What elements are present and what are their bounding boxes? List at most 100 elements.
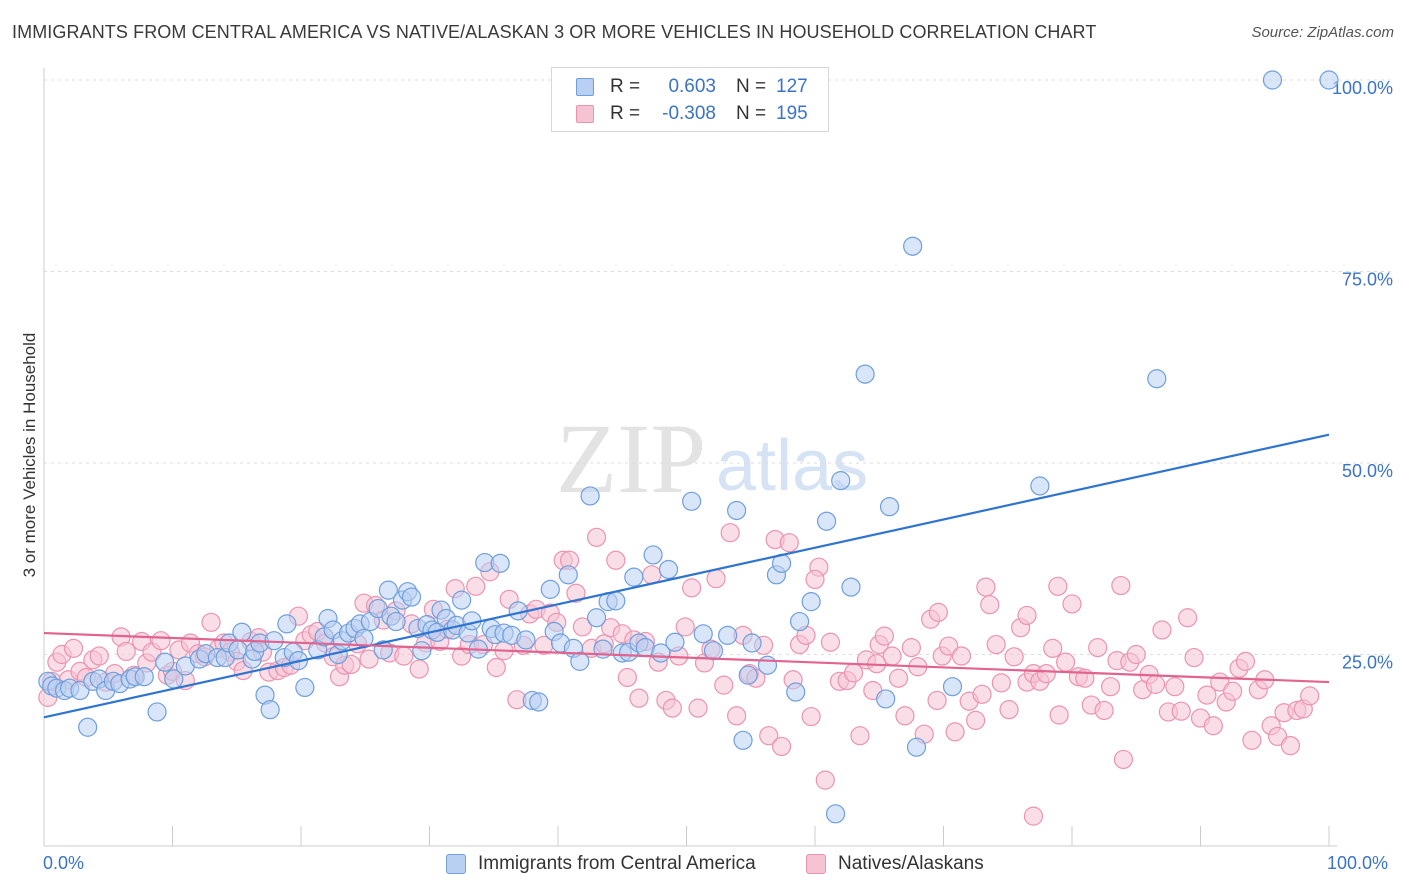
data-point-immigrants bbox=[277, 614, 297, 634]
data-point-natives bbox=[662, 698, 682, 718]
data-point-natives bbox=[727, 706, 747, 726]
data-point-natives bbox=[675, 617, 695, 637]
data-point-immigrants bbox=[606, 591, 626, 611]
data-point-natives bbox=[1300, 686, 1320, 706]
watermark: ZIP atlas bbox=[556, 403, 868, 514]
data-point-natives bbox=[945, 722, 965, 742]
data-point-natives bbox=[1049, 705, 1069, 725]
data-point-immigrants bbox=[693, 624, 713, 644]
data-point-natives bbox=[1113, 749, 1134, 770]
data-point-natives bbox=[999, 700, 1019, 720]
data-point-immigrants bbox=[757, 655, 778, 675]
chart-title: IMMIGRANTS FROM CENTRAL AMERICA VS NATIV… bbox=[12, 22, 1097, 42]
data-point-natives bbox=[1023, 806, 1044, 826]
data-point-immigrants bbox=[452, 590, 472, 610]
trendlines bbox=[43, 433, 1330, 719]
data-point-natives bbox=[1062, 594, 1082, 614]
data-point-natives bbox=[1111, 575, 1131, 596]
data-point-natives bbox=[89, 646, 109, 666]
data-point-natives bbox=[486, 657, 506, 678]
data-point-natives bbox=[1100, 677, 1121, 697]
data-point-natives bbox=[1165, 677, 1185, 697]
data-point-immigrants bbox=[147, 702, 167, 722]
data-point-natives bbox=[1178, 608, 1198, 628]
data-point-immigrants bbox=[665, 632, 685, 652]
y-tick-label: 50.0% bbox=[1342, 461, 1393, 481]
legend-r-label: R = bbox=[610, 76, 641, 97]
data-point-natives bbox=[1094, 700, 1114, 721]
data-point-natives bbox=[939, 636, 959, 656]
data-point-natives bbox=[409, 659, 429, 679]
data-point-immigrants bbox=[825, 804, 846, 824]
data-point-immigrants bbox=[540, 579, 560, 599]
data-point-natives bbox=[1242, 730, 1262, 750]
data-point-immigrants bbox=[727, 500, 747, 521]
data-point-natives bbox=[394, 646, 414, 666]
data-point-immigrants bbox=[658, 559, 679, 580]
data-point-natives bbox=[1017, 605, 1037, 626]
data-point-immigrants bbox=[942, 677, 963, 697]
data-point-immigrants bbox=[682, 491, 702, 511]
data-point-immigrants bbox=[876, 689, 896, 709]
data-point-immigrants bbox=[738, 665, 758, 685]
data-point-natives bbox=[1197, 685, 1217, 705]
data-point-natives bbox=[888, 668, 909, 688]
data-point-immigrants bbox=[855, 364, 875, 384]
data-point-immigrants bbox=[789, 611, 810, 632]
data-point-natives bbox=[617, 667, 637, 688]
bottom-legend-blue: Immigrants from Central America bbox=[446, 852, 756, 876]
data-point-natives bbox=[801, 706, 821, 727]
data-point-immigrants bbox=[1319, 70, 1339, 90]
data-point-natives bbox=[779, 533, 799, 553]
bottom-legend-pink: Natives/Alaskans bbox=[806, 852, 984, 876]
bottom-legend-label-blue: Immigrants from Central America bbox=[478, 853, 756, 874]
data-point-natives bbox=[1004, 647, 1024, 667]
legend-r-value: -0.308 bbox=[662, 103, 716, 124]
data-point-natives bbox=[1280, 736, 1301, 756]
data-point-immigrants bbox=[1262, 70, 1283, 90]
data-point-natives bbox=[874, 626, 894, 646]
data-point-immigrants bbox=[816, 511, 837, 531]
data-point-immigrants bbox=[906, 737, 927, 757]
y-axis-title: 3 or more Vehicles in Household bbox=[20, 332, 39, 578]
data-point-natives bbox=[1043, 638, 1063, 658]
data-point-natives bbox=[805, 569, 825, 590]
legend-r-label: R = bbox=[610, 103, 641, 124]
data-point-immigrants bbox=[260, 700, 280, 720]
data-point-natives bbox=[928, 602, 948, 622]
trendline-natives bbox=[43, 631, 1330, 684]
data-point-immigrants bbox=[412, 641, 432, 661]
legend-n-label: N = bbox=[736, 103, 767, 124]
data-point-natives bbox=[991, 673, 1011, 693]
x-tick-label-min: 0.0% bbox=[43, 853, 85, 873]
data-point-natives bbox=[1235, 651, 1256, 671]
data-point-natives bbox=[466, 576, 486, 596]
data-point-natives bbox=[980, 595, 1000, 615]
data-point-immigrants bbox=[232, 622, 252, 642]
trendline-immigrants bbox=[43, 433, 1330, 719]
data-point-natives bbox=[572, 617, 593, 637]
y-tick-label: 25.0% bbox=[1342, 653, 1393, 673]
data-point-natives bbox=[986, 634, 1006, 655]
watermark-atlas: atlas bbox=[716, 426, 868, 506]
data-point-natives bbox=[714, 675, 734, 695]
data-point-natives bbox=[341, 654, 361, 675]
data-point-immigrants bbox=[570, 651, 590, 671]
data-point-natives bbox=[359, 649, 379, 669]
data-point-natives bbox=[720, 523, 740, 543]
data-point-natives bbox=[771, 736, 792, 757]
data-point-immigrants bbox=[786, 682, 806, 702]
legend-row-blue: R = 0.603 N = 127 bbox=[576, 75, 808, 99]
data-point-natives bbox=[201, 612, 221, 632]
data-point-immigrants bbox=[295, 677, 315, 698]
data-point-immigrants bbox=[401, 587, 422, 607]
data-point-immigrants bbox=[490, 553, 510, 573]
data-point-natives bbox=[1145, 674, 1166, 694]
data-point-natives bbox=[1152, 620, 1172, 640]
data-point-immigrants bbox=[703, 641, 724, 661]
data-point-immigrants bbox=[558, 565, 578, 585]
data-point-natives bbox=[927, 690, 947, 711]
data-point-natives bbox=[151, 631, 171, 651]
data-point-natives bbox=[972, 684, 992, 704]
data-point-immigrants bbox=[516, 630, 536, 650]
